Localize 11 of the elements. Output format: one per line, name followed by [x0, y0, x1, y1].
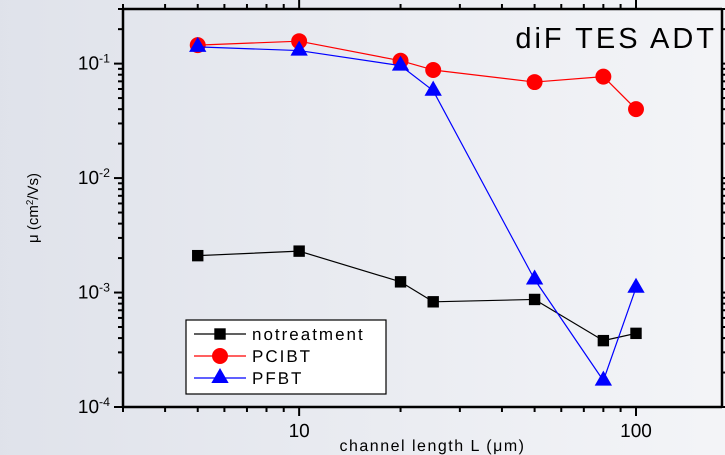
annotation: diF TES ADT: [515, 23, 717, 55]
y-tick-label: 10$^{-4}$: [78, 395, 110, 418]
legend-label: notreatment: [252, 325, 365, 344]
y-tick-label: 10$^{-2}$: [78, 166, 110, 190]
legend-label: PCIBT: [252, 347, 312, 366]
y-tick-label: 10$^{-3}$: [78, 280, 110, 304]
legend-label: PFBT: [252, 369, 304, 388]
x-tick-label: 100: [620, 421, 652, 442]
x-tick-label: 10: [288, 421, 310, 442]
x-axis-title: channel length L (μm): [340, 438, 526, 455]
y-tick-label: 10$^{-1}$: [78, 52, 110, 75]
